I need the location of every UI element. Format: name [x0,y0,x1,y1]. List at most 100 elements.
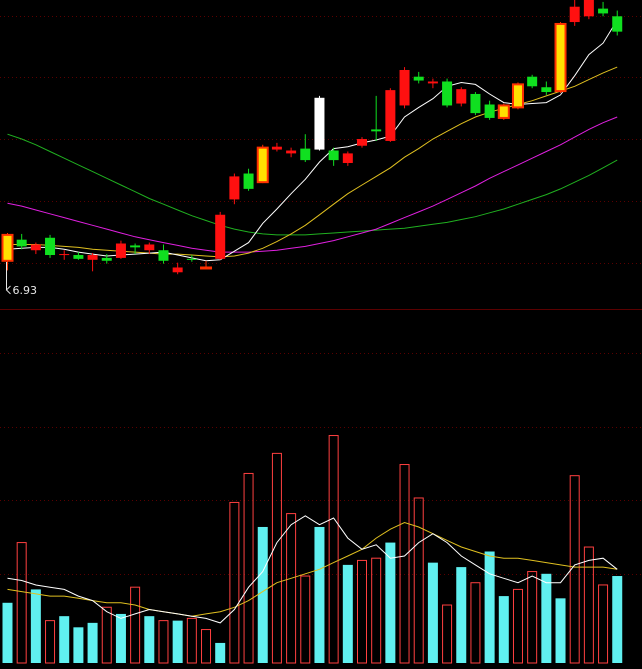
candle-body [256,146,269,184]
candle-body [511,83,524,109]
candle [200,260,213,270]
candle [511,82,524,110]
candle [342,151,353,166]
candle [101,254,112,264]
candle [497,103,510,120]
volume-bar [413,497,424,664]
candle [328,147,339,166]
candle-body [427,81,438,84]
candle-body [73,255,84,259]
candle-body [583,0,594,17]
volume-bar [130,586,141,664]
candle [442,78,453,108]
candle-body [215,214,226,259]
candle [541,81,552,95]
candle-body [385,90,396,141]
volume-bar [328,435,339,664]
volume-bar [2,602,13,663]
candle [527,74,538,89]
volume-bar [45,620,56,664]
volume-bar [385,542,396,663]
candle-body [271,146,282,150]
candle-body [342,153,353,163]
candle-body [413,76,424,81]
candle [130,243,141,255]
candle-body [1,233,14,262]
volume-bar [271,452,282,664]
candlestick-series [1,0,623,275]
volume-bar [257,526,268,663]
candle-body [158,250,169,261]
volume-bar [186,617,197,664]
candle [470,92,481,116]
volume-bar [16,542,27,664]
candle-body [87,255,98,260]
candle-body [569,6,580,23]
volume-ma10-line [7,521,618,617]
volume-bar [442,604,453,664]
volume-bar [158,620,169,664]
volume-bar [30,589,41,663]
volume-bar [342,564,353,663]
candle-body [328,150,339,161]
volume-bar [115,613,126,663]
candle-body [598,8,609,14]
candle-body [442,81,453,106]
candle-body [399,69,410,106]
candle-body [45,237,56,256]
candle [256,144,269,184]
volume-bar [300,575,311,664]
candle-body [229,176,240,200]
volume-bar [598,584,609,664]
volume-bar [286,513,297,664]
ma60-line [7,133,618,236]
candle-body [16,239,27,247]
volume-bar [427,562,438,663]
candle-body [470,93,481,114]
candle-body [59,254,70,256]
candle [87,253,98,272]
candle-body [314,97,325,150]
candle [144,242,155,255]
candle-body [456,89,467,104]
candle [186,255,197,262]
candle-body [554,22,567,93]
candle [229,173,240,205]
candle [314,95,325,151]
volume-bar [484,551,495,663]
volume-bar [314,526,325,663]
volume-bar [512,588,523,664]
candle [427,78,438,89]
candle [73,252,84,260]
volume-ma5-line [7,515,618,624]
candle [215,211,226,260]
ma20-line [7,116,618,253]
candle-body [115,243,126,258]
candle [158,244,169,264]
candle [286,147,297,158]
candle [583,0,594,20]
candle [1,232,14,271]
candle-body [200,266,213,270]
candle [115,240,126,259]
candle-body [130,245,141,248]
candle-body [484,104,495,118]
candle-body [243,173,254,189]
candle [172,262,183,275]
volume-bar [229,501,240,664]
volume-bar [144,616,155,663]
candle [413,71,424,84]
volume-bar [470,582,481,664]
volume-bar [456,567,467,663]
candle [385,88,396,142]
candle-body [186,258,197,260]
candle [45,234,56,258]
candle [371,95,382,141]
candle [243,168,254,191]
volume-bar [498,596,509,663]
volume-bar [59,616,70,663]
low-price-label: 6.93 [13,284,38,297]
candle-body [286,150,297,154]
volume-bar [215,642,226,663]
volume-bar [555,598,566,663]
